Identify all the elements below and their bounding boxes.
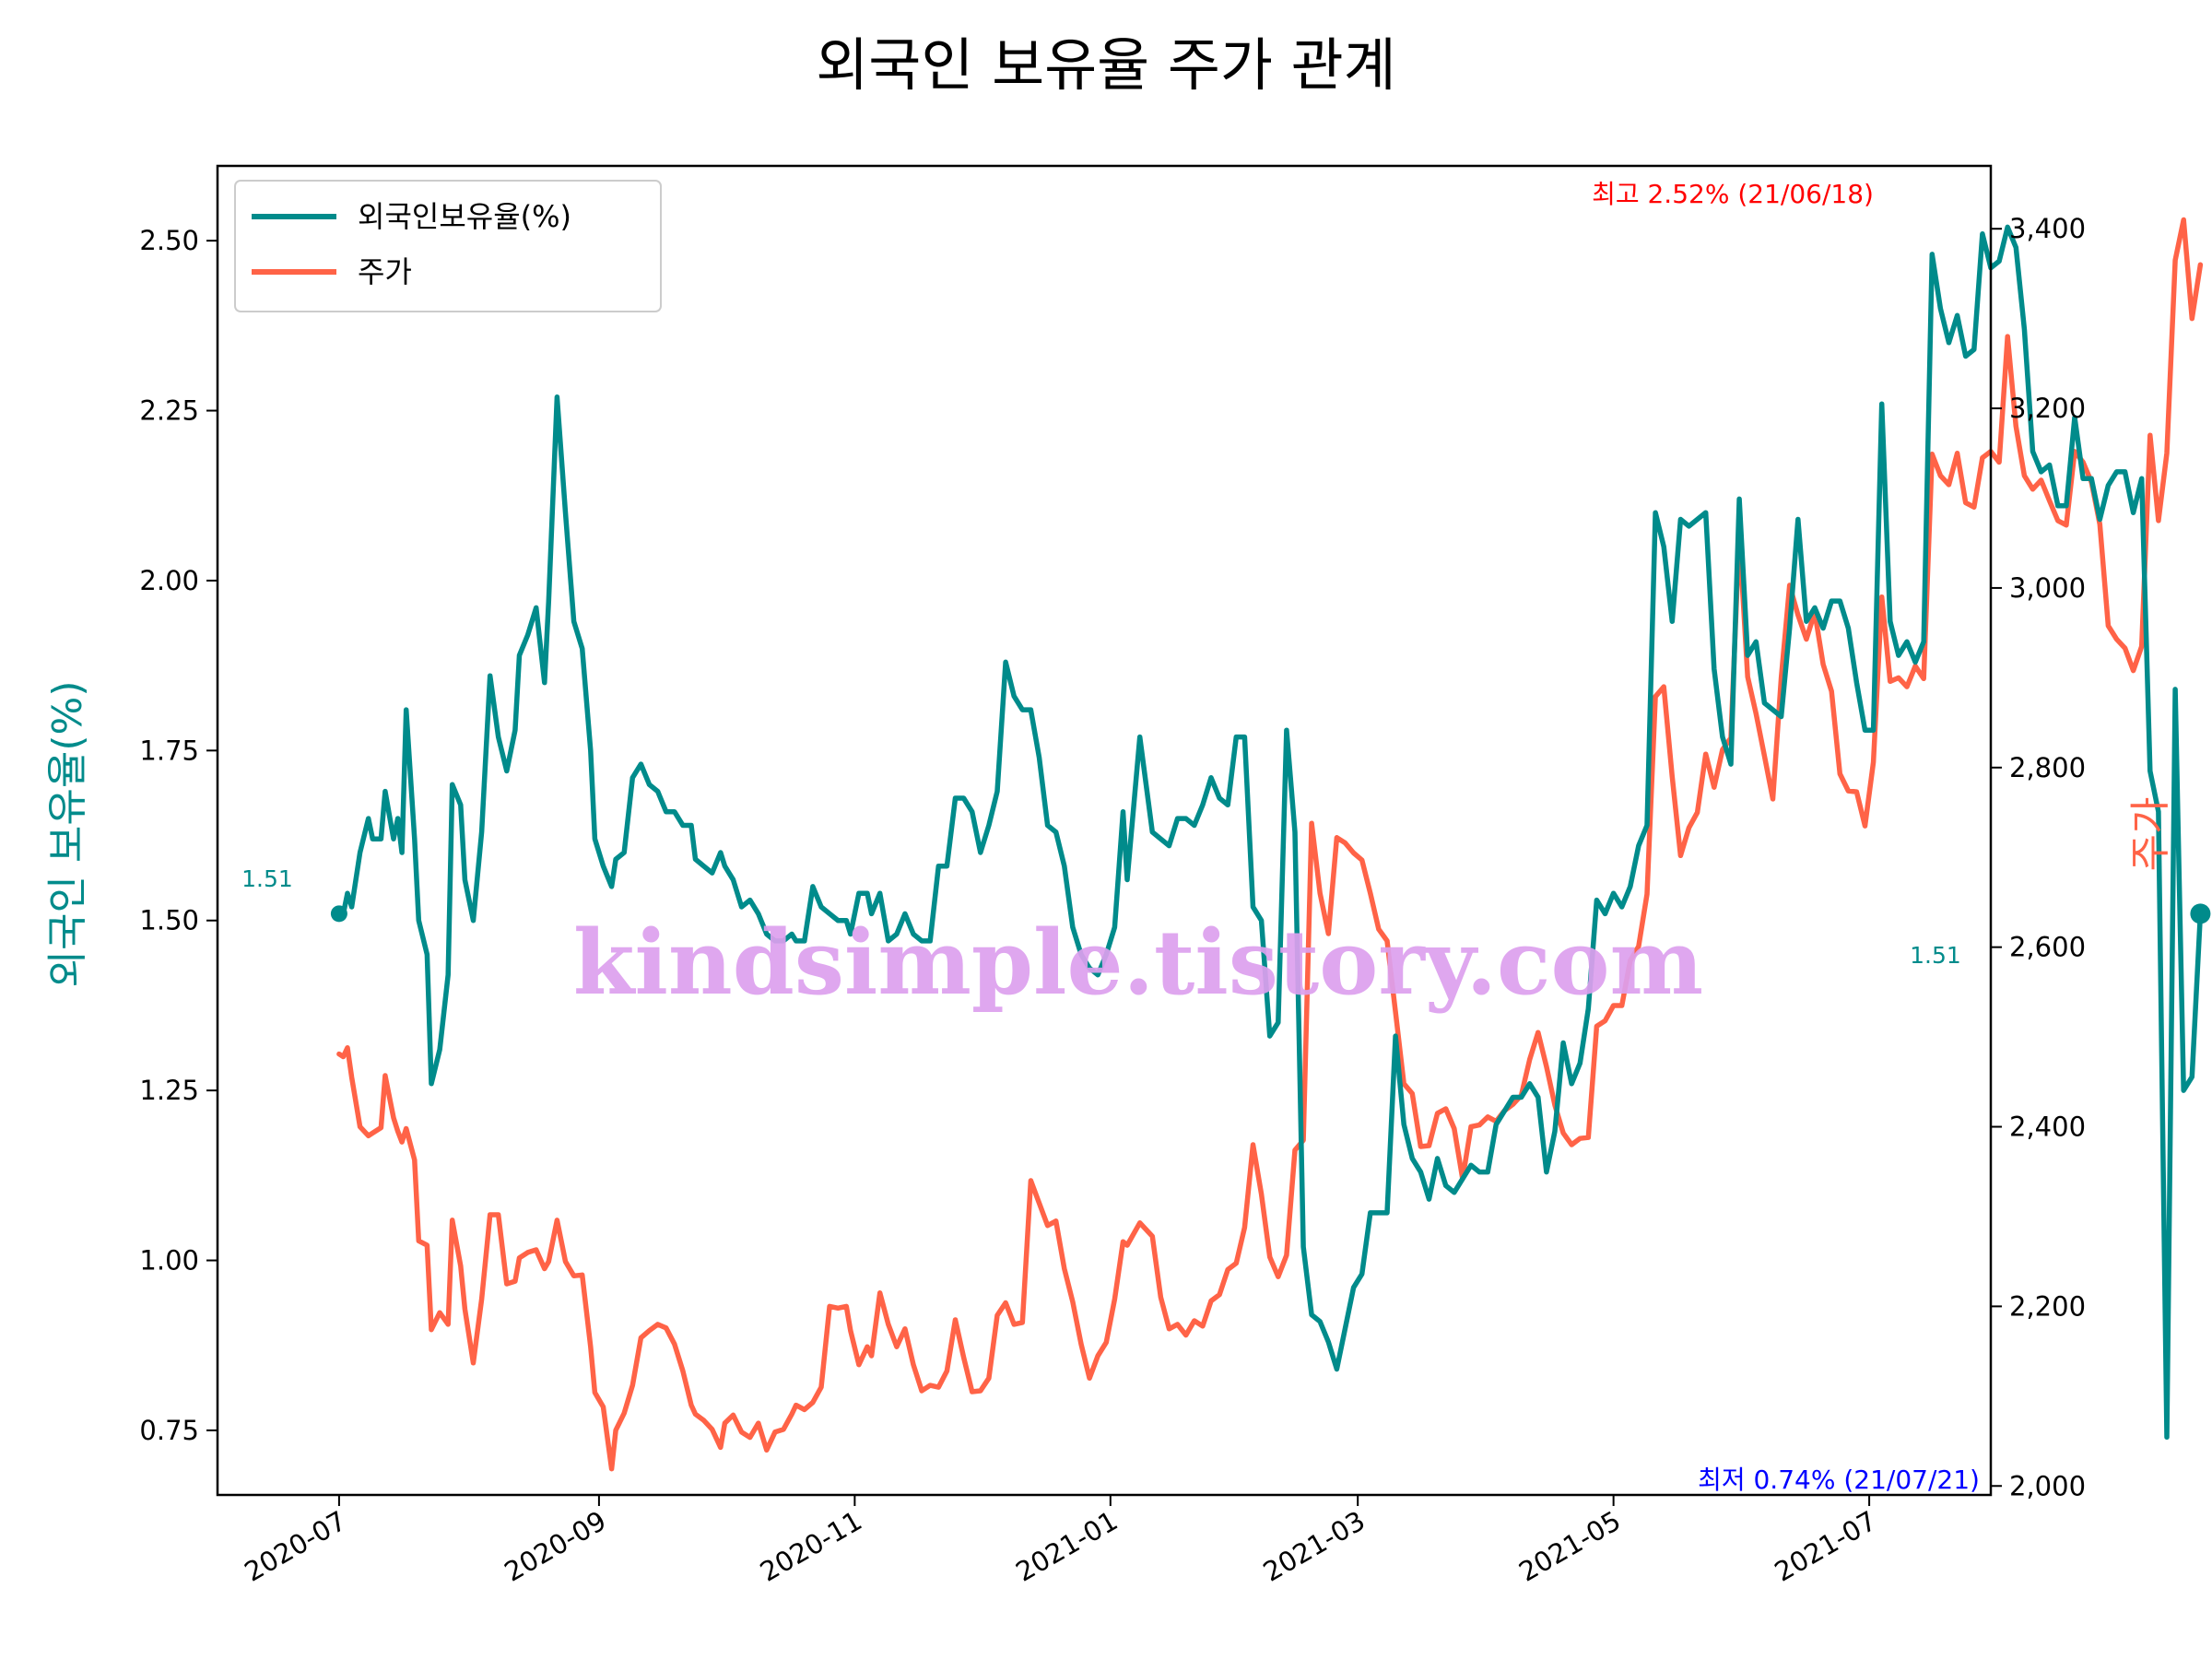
legend-label-price: 주가 bbox=[358, 254, 412, 289]
end-point-marker bbox=[2190, 903, 2211, 924]
y-left-tick-label: 1.75 bbox=[139, 735, 199, 766]
y-right-tick-label: 3,400 bbox=[2009, 213, 2086, 244]
series-line-price bbox=[336, 217, 2204, 1472]
y-right-tick-label: 2,200 bbox=[2009, 1290, 2086, 1322]
y-left-tick-label: 1.00 bbox=[139, 1245, 199, 1277]
x-tick-label: 2021-07 bbox=[1770, 1505, 1882, 1588]
y-left-tick-label: 1.50 bbox=[139, 905, 199, 936]
legend-label-foreign: 외국인보유율(%) bbox=[358, 199, 571, 234]
max-annotation: 최고 2.52% (21/06/18) bbox=[1592, 179, 1874, 209]
plot-frame bbox=[216, 164, 1993, 1497]
y-right-tick-label: 3,000 bbox=[2009, 572, 2086, 604]
start-point-marker bbox=[330, 905, 347, 923]
chart-title: 외국인 보유율 주가 관계 bbox=[816, 31, 1396, 99]
legend-box bbox=[234, 180, 662, 312]
x-tick-label: 2020-09 bbox=[499, 1505, 611, 1588]
y-left-tick-label: 2.50 bbox=[139, 225, 199, 256]
x-tick-label: 2021-01 bbox=[1010, 1505, 1123, 1588]
x-tick-label: 2021-03 bbox=[1258, 1505, 1371, 1588]
min-annotation: 최저 0.74% (21/07/21) bbox=[1698, 1465, 1980, 1495]
y-axis-left-label: 외국인 보유율(%) bbox=[44, 680, 91, 987]
end-value-label: 1.51 bbox=[1910, 942, 1961, 969]
x-tick-label: 2020-11 bbox=[755, 1505, 867, 1588]
y-left-tick-label: 0.75 bbox=[139, 1415, 199, 1446]
start-value-label: 1.51 bbox=[241, 865, 293, 892]
legend: 외국인보유율(%) 주가 bbox=[234, 180, 662, 312]
y-left-tick-label: 2.00 bbox=[139, 565, 199, 596]
series-layer bbox=[330, 217, 2211, 1472]
y-right-tick-label: 2,400 bbox=[2009, 1112, 2086, 1143]
y-axis-right-label: 주가 bbox=[2127, 797, 2174, 872]
x-tick-label: 2021-05 bbox=[1513, 1505, 1626, 1588]
series-line-foreign bbox=[336, 224, 2204, 1441]
x-tick-label: 2020-07 bbox=[239, 1505, 351, 1588]
y-left-tick-label: 2.25 bbox=[139, 395, 199, 427]
y-right-tick-label: 2,000 bbox=[2009, 1470, 2086, 1501]
y-right-tick-label: 3,200 bbox=[2009, 393, 2086, 424]
y-left-tick-label: 1.25 bbox=[139, 1075, 199, 1106]
y-right-tick-label: 2,800 bbox=[2009, 752, 2086, 783]
y-right-tick-label: 2,600 bbox=[2009, 932, 2086, 963]
watermark-text: kindsimple.tistory.com bbox=[573, 911, 1703, 1015]
axes-layer: 2020-07 2020-09 2020-11 2021-01 2021-03 2021-… bbox=[139, 164, 2086, 1588]
